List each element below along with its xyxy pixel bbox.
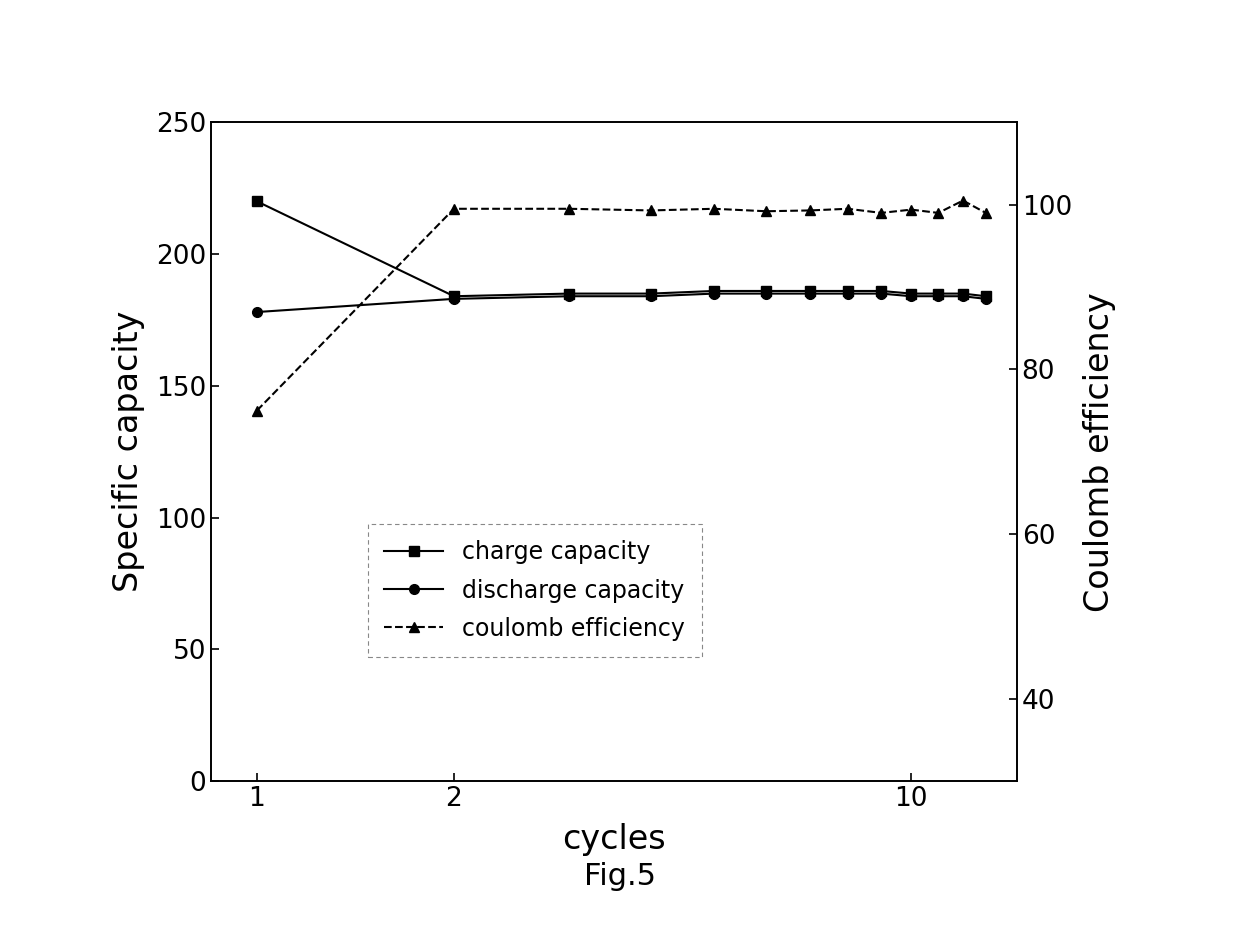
discharge capacity (446, 294, 461, 305)
charge capacity (978, 291, 993, 302)
charge capacity (931, 288, 946, 299)
charge capacity (759, 285, 774, 296)
discharge capacity (707, 288, 722, 299)
discharge capacity (802, 288, 817, 299)
Y-axis label: Coulomb efficiency: Coulomb efficiency (1083, 292, 1116, 612)
charge capacity (841, 285, 856, 296)
coulomb efficiency (904, 204, 919, 215)
Text: Fig.5: Fig.5 (584, 862, 656, 890)
coulomb efficiency (978, 207, 993, 218)
discharge capacity (904, 291, 919, 302)
discharge capacity (931, 291, 946, 302)
Line: discharge capacity: discharge capacity (252, 289, 991, 317)
charge capacity (446, 291, 461, 302)
discharge capacity (644, 291, 658, 302)
coulomb efficiency (802, 205, 817, 216)
Line: charge capacity: charge capacity (252, 197, 991, 301)
discharge capacity (759, 288, 774, 299)
discharge capacity (978, 294, 993, 305)
coulomb efficiency (446, 203, 461, 215)
discharge capacity (841, 288, 856, 299)
coulomb efficiency (562, 203, 577, 215)
charge capacity (249, 196, 264, 207)
coulomb efficiency (759, 206, 774, 217)
coulomb efficiency (841, 203, 856, 215)
charge capacity (802, 285, 817, 296)
Line: coulomb efficiency: coulomb efficiency (252, 196, 991, 415)
charge capacity (562, 288, 577, 299)
coulomb efficiency (644, 205, 658, 216)
coulomb efficiency (874, 207, 889, 218)
Legend: charge capacity, discharge capacity, coulomb efficiency: charge capacity, discharge capacity, cou… (368, 524, 702, 657)
coulomb efficiency (931, 207, 946, 218)
discharge capacity (956, 291, 971, 302)
coulomb efficiency (956, 195, 971, 206)
charge capacity (904, 288, 919, 299)
charge capacity (956, 288, 971, 299)
coulomb efficiency (707, 203, 722, 215)
charge capacity (644, 288, 658, 299)
discharge capacity (874, 288, 889, 299)
X-axis label: cycles: cycles (562, 823, 666, 856)
charge capacity (707, 285, 722, 296)
discharge capacity (249, 307, 264, 318)
charge capacity (874, 285, 889, 296)
coulomb efficiency (249, 405, 264, 416)
Y-axis label: Specific capacity: Specific capacity (112, 311, 145, 593)
discharge capacity (562, 291, 577, 302)
